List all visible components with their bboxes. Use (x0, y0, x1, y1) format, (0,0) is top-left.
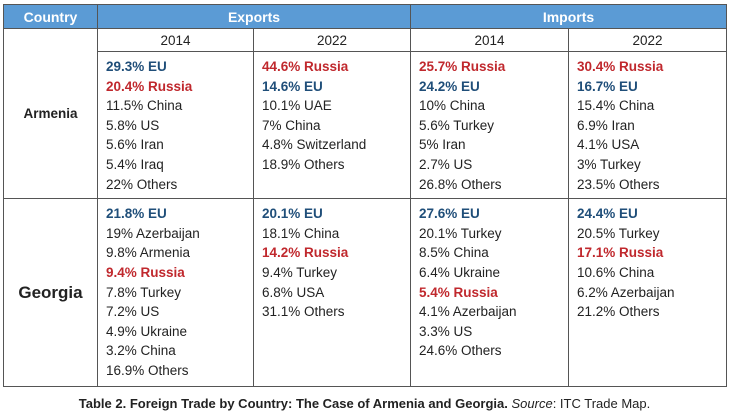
list-item: 26.8% Others (419, 176, 502, 192)
list-item: 24.2% EU (419, 78, 480, 94)
list-item: 20.1% EU (262, 206, 323, 222)
trade-table: Country Exports Imports Armenia 2014 202… (3, 4, 727, 388)
year-exports-2022: 2022 (253, 28, 411, 52)
list-item: 2.7% US (419, 156, 473, 172)
list-item: 9.4% Russia (106, 264, 185, 280)
list-item: 16.9% Others (106, 362, 189, 378)
cell-armenia-exports-2022: 44.6% Russia 14.6% EU 10.1% UAE 7% China 4.8… (253, 50, 411, 200)
list-item: 14.2% Russia (262, 245, 349, 261)
cell-armenia-imports-2014: 25.7% Russia 24.2% EU 10% China 5.6% Turkey… (410, 50, 569, 200)
header-imports: Imports (410, 4, 727, 29)
list-item: 7% China (262, 117, 321, 133)
list-item: 3.2% China (106, 343, 176, 359)
list-item: 9.4% Turkey (262, 264, 338, 280)
list-item: 4.9% Ukraine (106, 323, 188, 339)
list-item: 6.8% USA (262, 284, 325, 300)
list-item: 21.8% EU (106, 206, 167, 222)
list-item: 10.6% China (577, 264, 655, 280)
country-armenia: Armenia (3, 27, 98, 200)
cell-georgia-exports-2014: 21.8% EU 19% Azerbaijan 9.8% Armenia 9.4% R… (97, 198, 254, 388)
list-item: 5.4% Iraq (106, 156, 164, 172)
table-caption: Table 2. Foreign Trade by Country: The C… (0, 396, 729, 411)
year-imports-2022: 2022 (568, 28, 727, 52)
list-item: 44.6% Russia (262, 59, 349, 74)
list-item: 31.1% Others (262, 304, 345, 320)
cell-armenia-exports-2014: 29.3% EU 20.4% Russia 11.5% China 5.8% US 5.… (97, 50, 254, 200)
list-item: 5.8% US (106, 117, 160, 133)
list-item: 8.5% China (419, 245, 489, 261)
list-item: 20.4% Russia (106, 78, 193, 94)
list-item: 5.6% Iran (106, 137, 164, 153)
list-item: 6.9% Iran (577, 117, 635, 133)
list-item: 14.6% EU (262, 78, 323, 94)
list-item: 5% Iran (419, 137, 466, 153)
header-exports: Exports (97, 4, 411, 29)
list-item: 10% China (419, 98, 486, 114)
list-item: 24.6% Others (419, 343, 502, 359)
table-row-armenia: 29.3% EU 20.4% Russia 11.5% China 5.8% US 5.… (4, 50, 727, 200)
list-item: 18.9% Others (262, 156, 345, 172)
list-item: 21.2% Others (577, 304, 660, 320)
country-georgia: Georgia (3, 198, 98, 388)
caption-source-label: Source (511, 396, 553, 411)
list-item: 25.7% Russia (419, 59, 506, 74)
list-item: 4.8% Switzerland (262, 137, 367, 153)
list-item: 11.5% China (106, 98, 183, 114)
year-exports-2014: 2014 (97, 28, 254, 52)
list-item: 7.8% Turkey (106, 284, 182, 300)
header-country: Country (3, 4, 98, 29)
list-item: 3% Turkey (577, 156, 641, 172)
cell-georgia-exports-2022: 20.1% EU 18.1% China 14.2% Russia 9.4% Turk… (253, 198, 411, 388)
year-row: Armenia 2014 2022 2014 2022 (3, 27, 727, 200)
list-item: 4.1% Azerbaijan (419, 304, 517, 320)
list-item: 17.1% Russia (577, 245, 664, 261)
list-item: 19% Azerbaijan (106, 225, 200, 241)
caption-title: Table 2. Foreign Trade by Country: The C… (78, 396, 508, 411)
list-item: 7.2% US (106, 304, 160, 320)
list-item: 4.1% USA (577, 137, 640, 153)
list-item: 22% Others (106, 176, 178, 192)
list-item: 23.5% Others (577, 176, 660, 192)
list-item: 18.1% China (262, 225, 340, 241)
list-item: 27.6% EU (419, 206, 480, 222)
list-item: 5.4% Russia (419, 284, 498, 300)
list-item: 30.4% Russia (577, 59, 664, 74)
list-item: 29.3% EU (106, 59, 167, 74)
cell-armenia-imports-2022: 30.4% Russia 16.7% EU 15.4% China 6.9% Iran… (568, 50, 727, 200)
list-item: 24.4% EU (577, 206, 638, 222)
list-item: 10.1% UAE (262, 98, 332, 114)
list-item: 20.5% Turkey (577, 225, 660, 241)
list-item: 9.8% Armenia (106, 245, 191, 261)
list-item: 15.4% China (577, 98, 655, 114)
table-row-georgia: Georgia 21.8% EU 19% Azerbaijan 9.8% Armen… (3, 198, 727, 388)
list-item: 20.1% Turkey (419, 225, 502, 241)
list-item: 6.2% Azerbaijan (577, 284, 675, 300)
caption-source: : ITC Trade Map. (552, 396, 651, 411)
header-row: Country Exports Imports (3, 4, 727, 29)
cell-georgia-imports-2014: 27.6% EU 20.1% Turkey 8.5% China 6.4% Ukrai… (410, 198, 569, 388)
list-item: 5.6% Turkey (419, 117, 495, 133)
list-item: 6.4% Ukraine (419, 264, 501, 280)
year-imports-2014: 2014 (410, 28, 569, 52)
cell-georgia-imports-2022: 24.4% EU 20.5% Turkey 17.1% Russia 10.6% Ch… (568, 198, 727, 388)
list-item: 16.7% EU (577, 78, 638, 94)
list-item: 3.3% US (419, 323, 473, 339)
